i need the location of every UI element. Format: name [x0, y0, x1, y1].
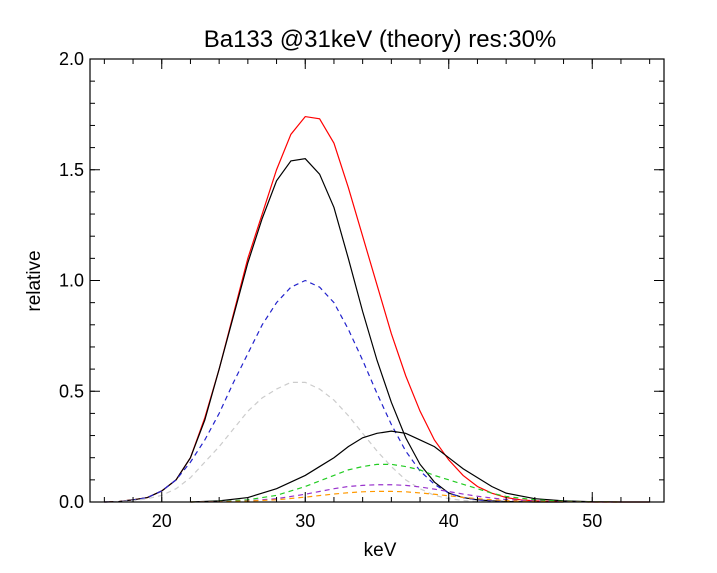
x-axis-label: keV — [364, 540, 397, 561]
y-tick-label: 0.5 — [59, 381, 84, 401]
y-tick-label: 2.0 — [59, 49, 84, 69]
series-line-7 — [190, 484, 621, 503]
series-line-8 — [190, 490, 621, 503]
series-line-2 — [104, 158, 564, 503]
plot-frame — [89, 58, 665, 503]
series-line-1 — [104, 115, 650, 503]
y-tick-label: 0.0 — [59, 492, 84, 512]
x-tick-label: 20 — [152, 511, 172, 531]
x-tick-label: 40 — [439, 511, 459, 531]
plot-area: 20 30 40 50 0.0 0.5 1.0 1.5 2.0 — [59, 49, 665, 531]
y-tick-label: 1.5 — [59, 160, 84, 180]
series-line-5 — [190, 430, 650, 503]
x-tick-label: 50 — [582, 511, 602, 531]
series-line-6 — [190, 463, 621, 503]
series-line-3 — [104, 279, 507, 503]
y-tick-label: 1.0 — [59, 271, 84, 291]
chart-title: Ba133 @31keV (theory) res:30% — [204, 26, 557, 53]
x-tick-label: 30 — [295, 511, 315, 531]
y-axis-label: relative — [24, 250, 45, 311]
series-line-4 — [104, 381, 507, 503]
